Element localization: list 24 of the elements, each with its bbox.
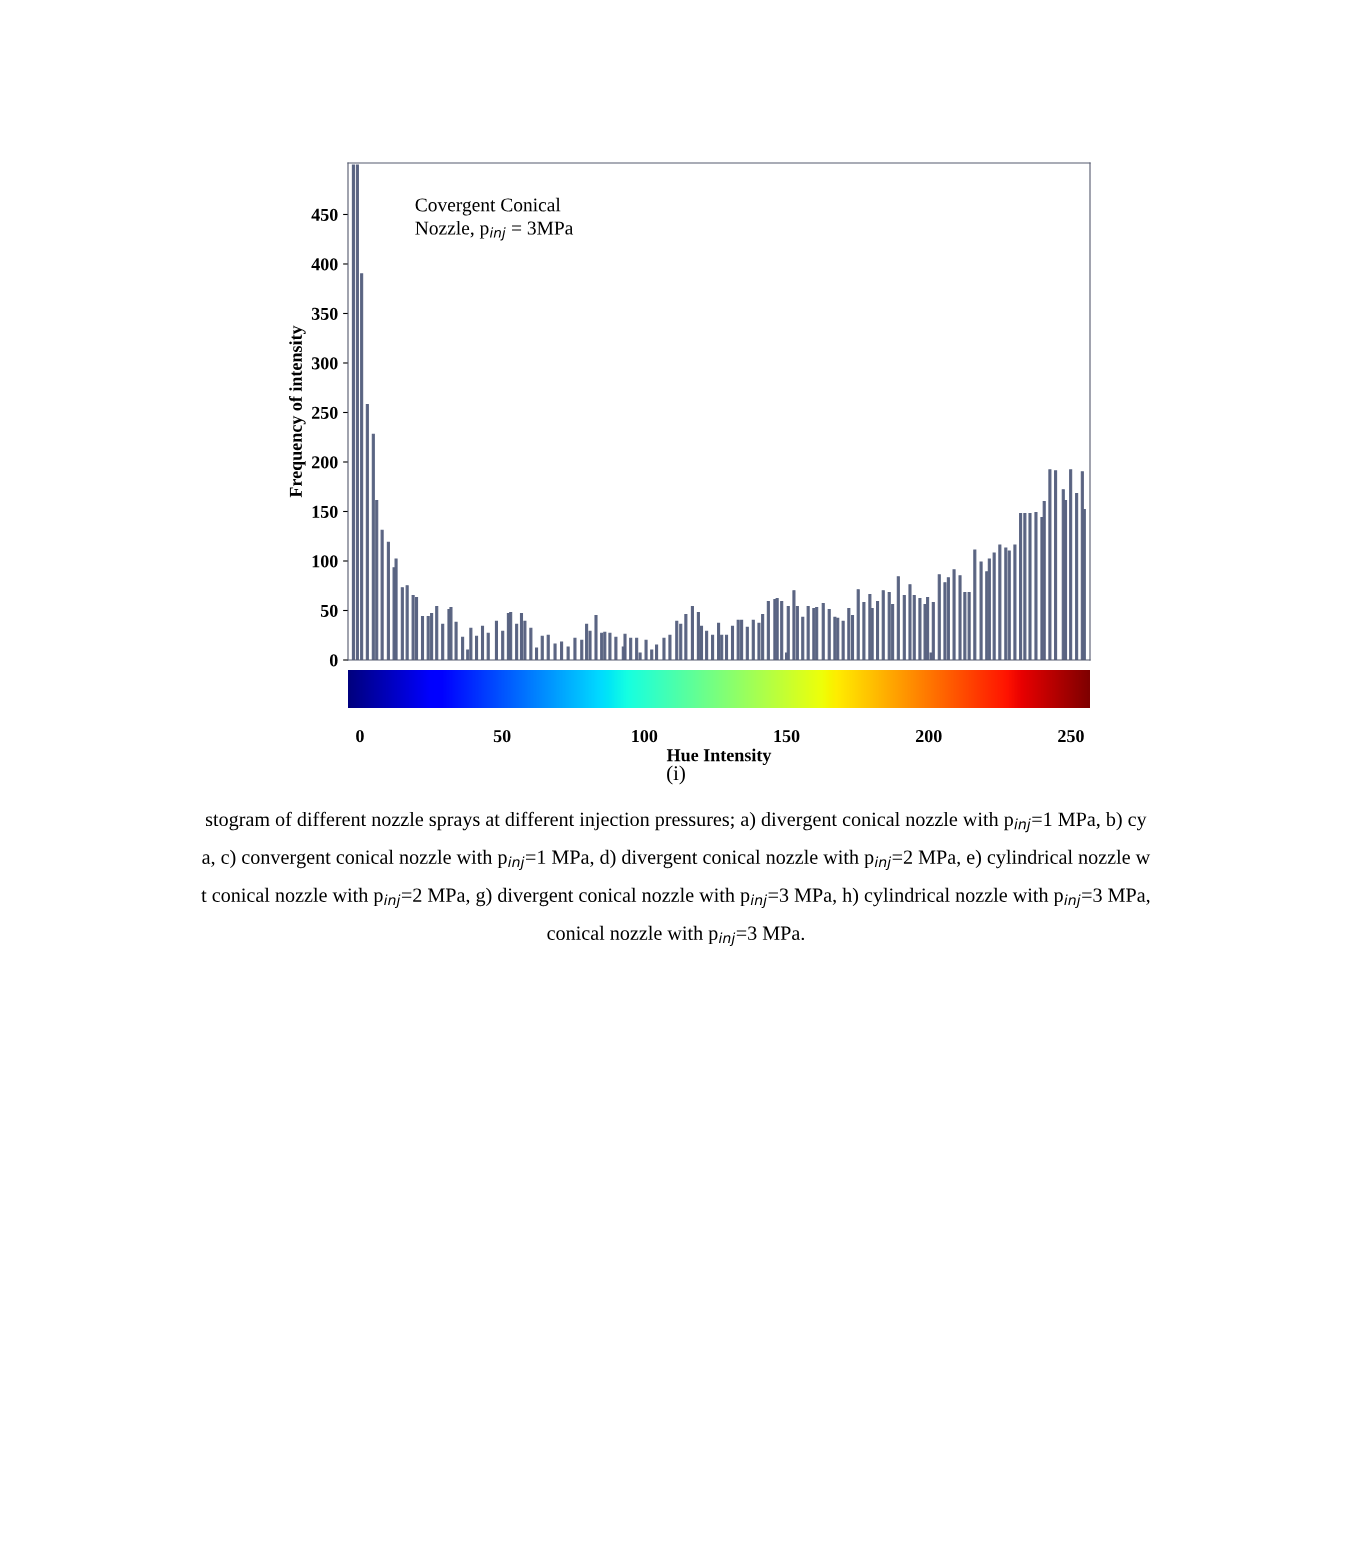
x-tick-label: 100 xyxy=(632,729,658,743)
y-tick-label: 0 xyxy=(329,654,338,667)
text: a, c) convergent conical nozzle with p$_{inj}$=1 MPa, d) divergent conical nozzle with p$_{inj}$=2 MPa, e) cylindrical nozzle w xyxy=(202,849,1151,871)
text: t conical nozzle with p$_{inj}$=2 MPa, g) divergent conical nozzle with p$_{inj}$=3 MPa, h) cylindrical nozzle with p$_{inj}$=3 MPa, xyxy=(201,887,1150,909)
y-axis-title: Frequency of intensity xyxy=(289,325,306,498)
y-tick-label: 450 xyxy=(311,208,338,221)
y-tick-label: 350 xyxy=(311,307,338,320)
y-tick-label: 100 xyxy=(312,555,338,568)
y-tick-label: 250 xyxy=(311,406,338,419)
text: (i) xyxy=(667,765,685,785)
text: stogram of different nozzle sprays at different injection pressures; a) divergent conical nozzle with p$_{inj}$=1 MPa, b) cy xyxy=(205,811,1147,833)
y-tick-label: 300 xyxy=(311,357,338,370)
x-tick-label: 0 xyxy=(356,729,364,743)
y-tick-label: 200 xyxy=(311,456,338,469)
x-axis-title: Hue Intensity xyxy=(666,748,772,766)
x-tick-label: 150 xyxy=(774,729,800,743)
annotation: Covergent Conical Nozzle, p$_{inj}$ = 3MPa xyxy=(415,197,574,241)
y-tick-label: 150 xyxy=(312,505,338,518)
y-tick-label: 400 xyxy=(311,258,338,271)
x-tick-label: 200 xyxy=(915,729,942,743)
x-tick-label: 250 xyxy=(1058,729,1084,743)
y-tick-label: 50 xyxy=(320,604,338,617)
text: conical nozzle with p$_{inj}$=3 MPa. xyxy=(547,925,805,947)
x-tick-label: 50 xyxy=(493,729,511,743)
